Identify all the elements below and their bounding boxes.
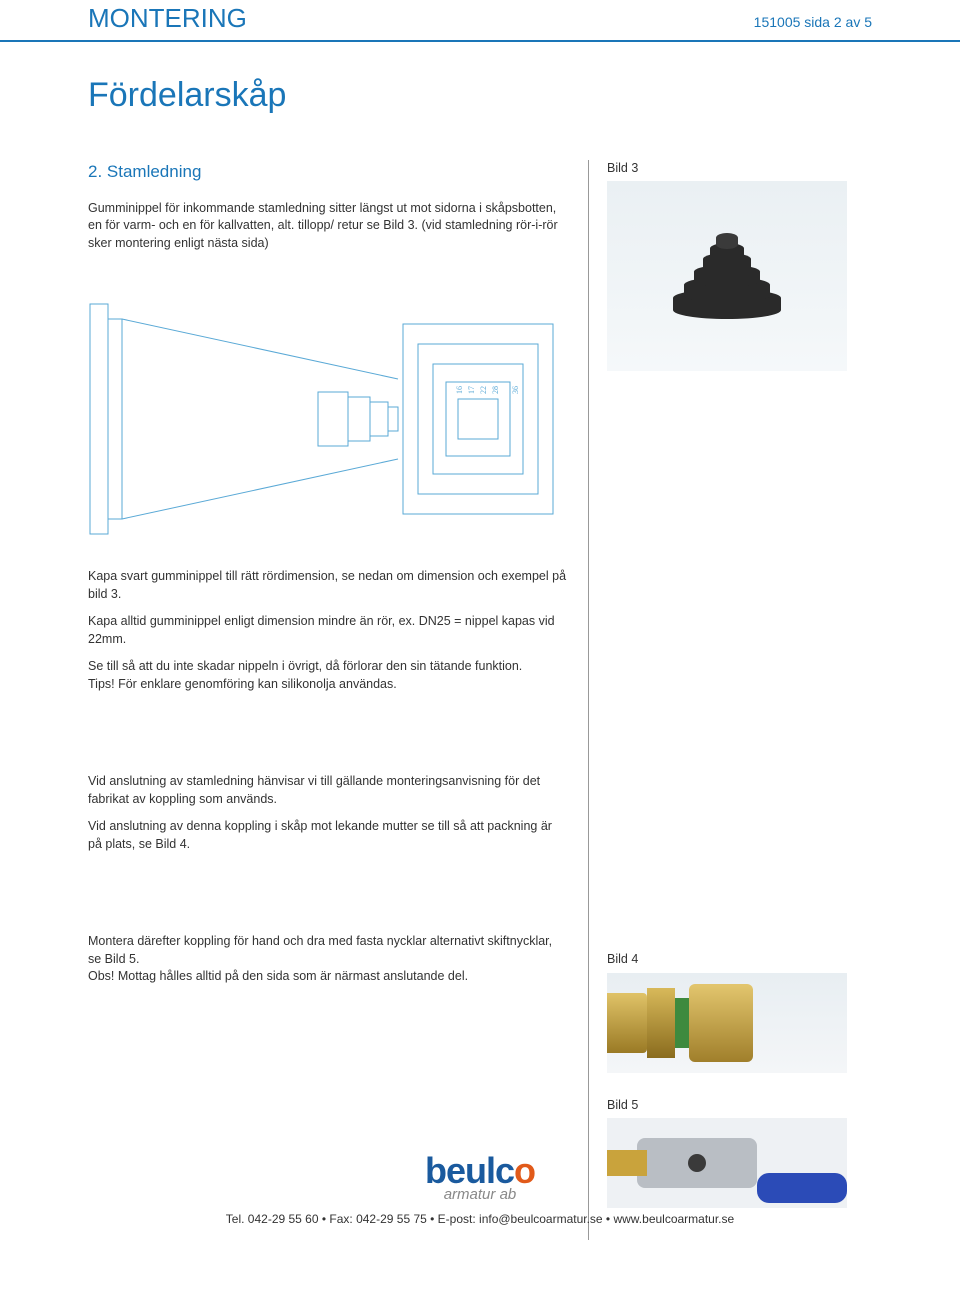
brand-logo: beulco (0, 1156, 960, 1187)
bild5-label: Bild 5 (607, 1097, 872, 1115)
para-intro: Gumminippel för inkommande stamledning s… (88, 200, 568, 253)
svg-text:28: 28 (491, 386, 500, 394)
section-heading: 2. Stamledning (88, 160, 568, 184)
nipple-diagram: 16 17 22 28 36 (88, 264, 568, 544)
page-footer: beulco armatur ab Tel. 042-29 55 60 • Fa… (0, 1156, 960, 1228)
left-column: 2. Stamledning Gumminippel för inkommand… (88, 160, 568, 1240)
brand-sub: armatur ab (0, 1184, 960, 1205)
page-id: 151005 sida 2 av 5 (754, 13, 872, 33)
para-kapa-alltid: Kapa alltid gumminippel enligt dimension… (88, 613, 568, 648)
para-obs: Obs! Mottag hålles alltid på den sida so… (88, 968, 568, 986)
bild4-label: Bild 4 (607, 951, 872, 969)
svg-text:22: 22 (479, 386, 488, 394)
para-montera: Montera därefter koppling för hand och d… (88, 933, 568, 968)
para-anslutning-ref: Vid anslutning av stamledning hänvisar v… (88, 773, 568, 808)
doc-type-title: MONTERING (88, 0, 247, 36)
header-bar: MONTERING 151005 sida 2 av 5 (0, 0, 960, 42)
svg-text:16: 16 (455, 386, 464, 394)
footer-contact: Tel. 042-29 55 60 • Fax: 042-29 55 75 • … (0, 1211, 960, 1228)
para-kapa: Kapa svart gumminippel till rätt rördime… (88, 568, 568, 603)
para-warn: Se till så att du inte skadar nippeln i … (88, 658, 568, 676)
para-packning: Vid anslutning av denna koppling i skåp … (88, 818, 568, 853)
svg-text:17: 17 (467, 386, 476, 394)
para-tips: Tips! För enklare genomföring kan siliko… (88, 676, 568, 694)
bild3-label: Bild 3 (607, 160, 872, 178)
svg-text:36: 36 (511, 386, 520, 394)
page-title: Fördelarskåp (88, 72, 872, 120)
bild3-photo (607, 181, 847, 371)
right-column: Bild 3 Bild 4 (588, 160, 872, 1240)
bild4-photo (607, 973, 847, 1073)
